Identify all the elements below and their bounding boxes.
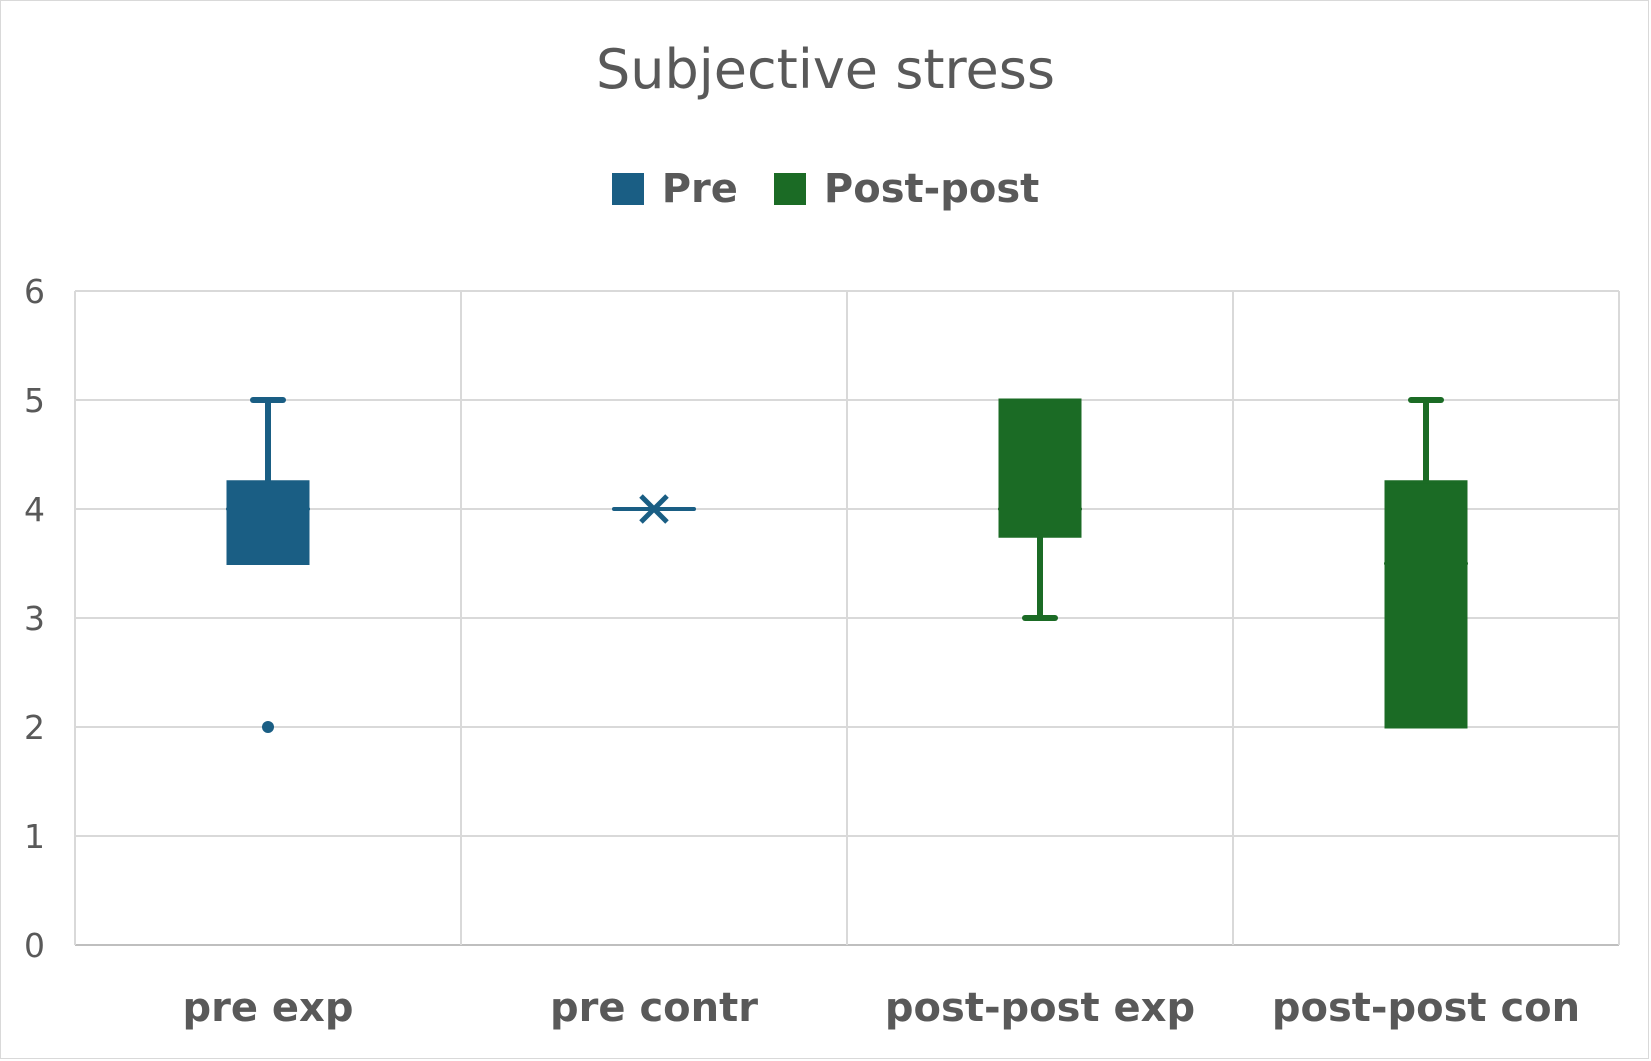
category-label-1: pre contr (550, 985, 758, 1031)
legend: Pre Post-post (0, 166, 1651, 212)
y-tick-label-0: 0 (24, 926, 45, 965)
chart-title: Subjective stress (595, 38, 1056, 101)
box-3-iqr (1384, 480, 1468, 729)
y-tick-label-5: 5 (24, 381, 45, 420)
legend-item-pre: Pre (611, 166, 738, 212)
y-tick-label-6: 6 (24, 272, 45, 311)
legend-swatch-post-post (773, 173, 806, 205)
legend-swatch-pre (611, 173, 644, 205)
y-tick-label-4: 4 (24, 490, 45, 529)
legend-item-post-post: Post-post (773, 166, 1040, 212)
y-tick-label-2: 2 (24, 708, 45, 747)
y-tick-label-3: 3 (24, 599, 45, 638)
box-0-outlier-0 (262, 721, 274, 733)
legend-label-post-post: Post-post (823, 166, 1040, 212)
category-label-0: pre exp (183, 985, 354, 1031)
category-label-2: post-post exp (885, 985, 1195, 1031)
box-0-iqr (226, 480, 310, 565)
y-tick-label-1: 1 (24, 817, 45, 856)
legend-label-pre: Pre (661, 166, 738, 212)
box-2-iqr (998, 398, 1082, 538)
category-label-3: post-post con (1272, 985, 1580, 1031)
box-1-mean-b (639, 494, 669, 524)
